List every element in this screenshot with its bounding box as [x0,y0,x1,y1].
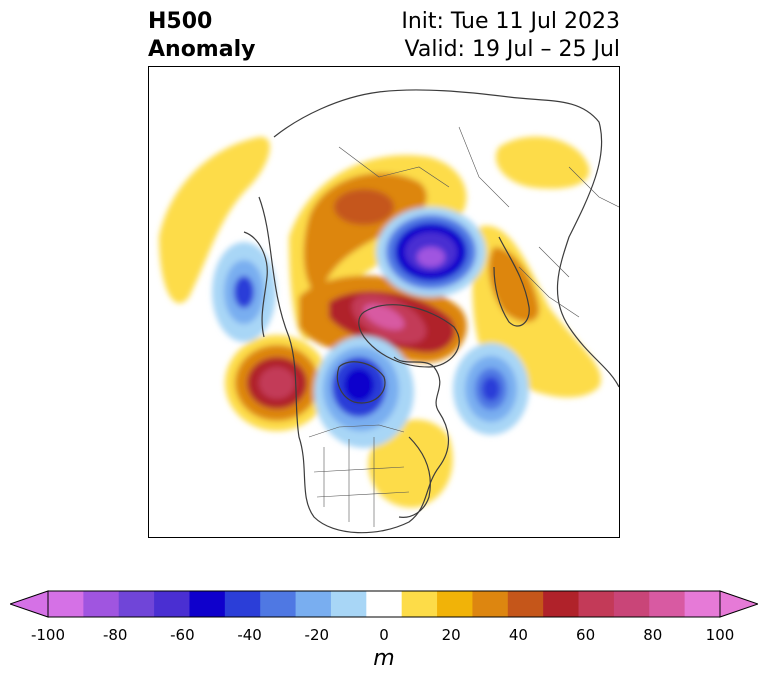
colorbar-segment [48,591,84,617]
canada-us-border [308,424,405,438]
negative-alaska-core [234,276,254,308]
colorbar-segment [154,591,190,617]
colorbar-outline [47,590,721,618]
positive-pacific-peak [259,367,295,399]
title-left: H500 Anomaly [148,8,255,64]
colorbar-segment [684,591,721,617]
colorbar-tick-label: -80 [102,626,128,644]
colorbar-tick-label: -60 [170,626,195,644]
colorbar-segment [507,591,544,617]
colorbar-tick-label: 0 [379,626,389,644]
colorbar-segment [401,591,438,617]
negative-hudson-core [344,368,374,402]
positive-greenland-core [363,304,405,330]
colorbar-segment [330,591,367,617]
init-time: Init: Tue 11 Jul 2023 [401,9,620,34]
anomaly-fill [159,136,601,508]
colorbar-segment [224,591,261,617]
colorbar-segment [295,591,332,617]
title-right: Init: Tue 11 Jul 2023 Valid: 19 Jul – 25… [401,8,620,64]
north-america-coast [258,196,449,534]
colorbar-units: m [373,646,395,671]
us-state-line-5 [316,491,410,498]
positive-east-asia [495,136,590,189]
greenland-coast [358,304,460,368]
us-state-line-4 [313,466,405,473]
title-field: Anomaly [148,37,256,62]
colorbar-segment [578,591,615,617]
colorbar-segment [472,591,509,617]
alaska-coast [243,231,268,338]
eurasia-coast [273,89,619,388]
positive-eastern-us [368,419,453,508]
colorbar-segment [260,591,297,617]
colorbar [10,590,758,618]
us-east-coast [398,436,431,518]
colorbar-over-arrow [719,590,758,618]
colorbar-tick-label: -100 [30,626,66,644]
europe-border-1 [518,266,580,318]
negative-atlantic-core [482,377,500,401]
colorbar-segment [366,591,403,617]
title-variable: H500 [148,9,213,34]
colorbar-under-arrow [10,590,49,618]
colorbar-tick-label: 60 [576,626,596,644]
colorbar-segment [189,591,226,617]
asia-border-1 [568,166,619,208]
colorbar-tick-label: -20 [304,626,330,644]
colorbar-segment [543,591,580,617]
colorbar-segment [118,591,155,617]
colorbar-segment [437,591,473,617]
colorbar-segment [649,591,686,617]
colorbar-segments [48,591,721,617]
colorbar-segment [83,591,120,617]
colorbar-tick-label: -40 [237,626,262,644]
europe-border-2 [538,246,570,278]
valid-period: Valid: 19 Jul – 25 Jul [404,37,620,62]
colorbar-tick-label: 100 [705,626,735,644]
positive-europe-orange [488,247,540,323]
coastlines [243,89,619,534]
colorbar-tick-label: 40 [508,626,528,644]
colorbar-tick-label: 80 [643,626,663,644]
scandinavia-coast [493,236,530,327]
political-borders [308,126,619,527]
colorbar-segment [613,591,650,617]
russia-border-1 [338,146,450,188]
positive-pacific-band [159,136,270,304]
negative-arctic-core [417,247,445,267]
hudson-bay-coast [336,361,386,404]
positive-siberia-red [334,189,394,225]
anomaly-map [148,66,620,538]
colorbar-tick-label: 20 [441,626,461,644]
map-svg [159,89,619,534]
russia-border-2 [458,126,510,208]
